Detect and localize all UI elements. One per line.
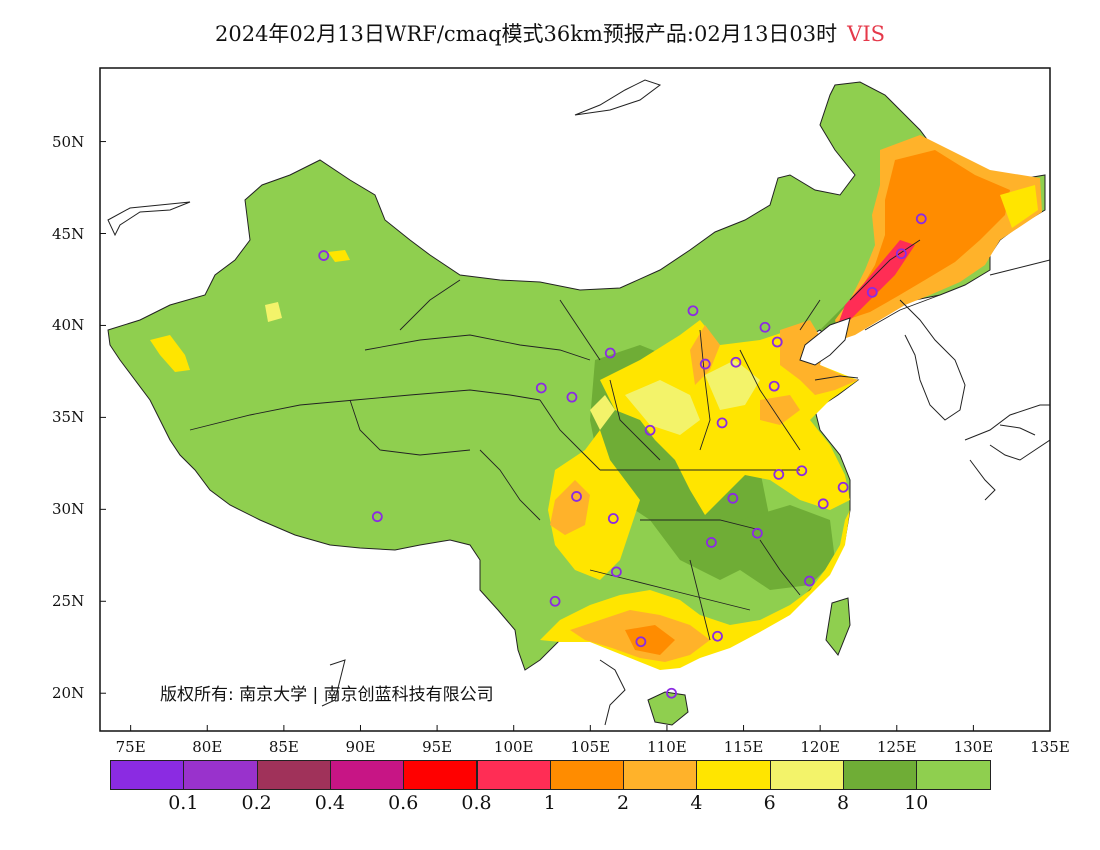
hainan-island xyxy=(647,691,689,726)
longitude-label: 110E xyxy=(647,738,687,756)
station-markers xyxy=(318,213,927,699)
city-station-marker xyxy=(699,358,711,370)
city-station-marker xyxy=(837,481,849,493)
neighbor-coastlines xyxy=(107,79,1050,726)
legend-swatch xyxy=(110,760,185,790)
legend-swatch xyxy=(403,760,478,790)
longitude-label: 125E xyxy=(876,738,917,756)
legend-swatch xyxy=(696,760,771,790)
legend-swatch xyxy=(256,760,331,790)
city-station-marker xyxy=(866,286,878,298)
city-station-marker xyxy=(895,248,907,260)
city-station-marker xyxy=(607,513,619,524)
city-station-marker xyxy=(817,498,829,510)
longitude-label: 105E xyxy=(570,738,611,756)
city-station-marker xyxy=(687,305,699,317)
legend-label: 0.1 xyxy=(168,792,199,814)
latitude-label: 50N xyxy=(52,132,85,151)
city-station-marker xyxy=(771,336,783,348)
latitude-label: 20N xyxy=(52,684,85,703)
legend-swatch xyxy=(329,760,405,790)
city-station-marker xyxy=(566,391,578,403)
city-station-marker xyxy=(730,356,742,368)
city-station-marker xyxy=(535,382,547,394)
axis-ticks xyxy=(100,141,1051,731)
longitude-label: 90E xyxy=(345,738,376,756)
legend-label: 0.6 xyxy=(388,792,419,814)
legend-swatch xyxy=(769,760,844,790)
city-station-marker xyxy=(716,417,728,429)
legend-swatch xyxy=(549,760,625,790)
longitude-label: 80E xyxy=(192,738,223,756)
longitude-label: 115E xyxy=(723,738,764,756)
legend-label: 2 xyxy=(617,792,630,814)
latitude-label: 30N xyxy=(52,500,85,519)
northeast-low-visibility xyxy=(835,135,1042,340)
south-china-low-visibility xyxy=(540,510,850,670)
xinjiang-patch-2 xyxy=(328,250,350,262)
legend-swatch xyxy=(183,760,258,790)
city-station-marker xyxy=(915,213,927,225)
longitude-label: 135E xyxy=(1030,738,1070,756)
legend-swatch xyxy=(623,760,698,790)
legend-label: 1 xyxy=(543,792,556,814)
province-borders xyxy=(189,239,941,641)
taiwan-island xyxy=(825,597,851,656)
city-station-marker xyxy=(371,511,383,523)
city-station-marker xyxy=(727,492,739,504)
city-station-marker xyxy=(318,250,330,261)
longitude-label: 130E xyxy=(953,738,994,756)
legend-swatch xyxy=(476,760,551,790)
city-station-marker xyxy=(712,630,723,642)
variable-name: VIS xyxy=(847,22,886,46)
longitude-label: 100E xyxy=(493,738,534,756)
shandong-peninsula-coast xyxy=(814,375,859,381)
legend-label: 0.4 xyxy=(314,792,345,814)
longitude-label: 75E xyxy=(115,738,146,756)
xinjiang-patch-1 xyxy=(150,335,190,372)
city-station-marker xyxy=(644,424,656,436)
map-title: 2024年02月13日WRF/cmaq模式36km预报产品:02月13日03时 V… xyxy=(0,18,1100,48)
city-station-marker xyxy=(796,465,808,477)
map-content xyxy=(107,79,1050,726)
longitude-label: 120E xyxy=(800,738,840,756)
legend-label: 0.8 xyxy=(461,792,492,814)
xinjiang-patch-3 xyxy=(265,302,282,322)
city-station-marker xyxy=(751,527,763,539)
legend-swatch xyxy=(843,760,918,790)
city-station-marker xyxy=(705,537,717,548)
legend-label: 0.2 xyxy=(241,792,272,814)
longitude-label: 95E xyxy=(422,738,453,756)
city-station-marker xyxy=(768,380,780,392)
title-text: 2024年02月13日WRF/cmaq模式36km预报产品:02月13日03时 xyxy=(214,22,838,46)
legend-label: 4 xyxy=(690,792,703,814)
longitude-label: 85E xyxy=(268,738,299,756)
city-station-marker xyxy=(610,566,622,578)
city-station-marker xyxy=(571,491,582,502)
latitude-label: 35N xyxy=(52,408,85,427)
legend-label: 6 xyxy=(763,792,776,814)
city-station-marker xyxy=(759,321,771,333)
legend-swatch xyxy=(916,760,991,790)
city-station-marker xyxy=(549,595,561,607)
latitude-label: 45N xyxy=(52,224,85,243)
city-station-marker xyxy=(604,347,616,359)
bohai-sea xyxy=(799,317,851,366)
latitude-label: 25N xyxy=(52,592,85,611)
city-station-marker xyxy=(804,575,815,587)
legend-label: 10 xyxy=(904,792,929,814)
city-station-marker xyxy=(635,636,647,648)
legend-label: 8 xyxy=(836,792,850,814)
map-frame xyxy=(99,67,1051,732)
city-station-marker xyxy=(666,687,677,699)
city-station-marker xyxy=(773,468,785,480)
copyright-notice: 版权所有: 南京大学 | 南京创蓝科技有限公司 xyxy=(160,685,494,705)
latitude-label: 40N xyxy=(52,316,85,335)
